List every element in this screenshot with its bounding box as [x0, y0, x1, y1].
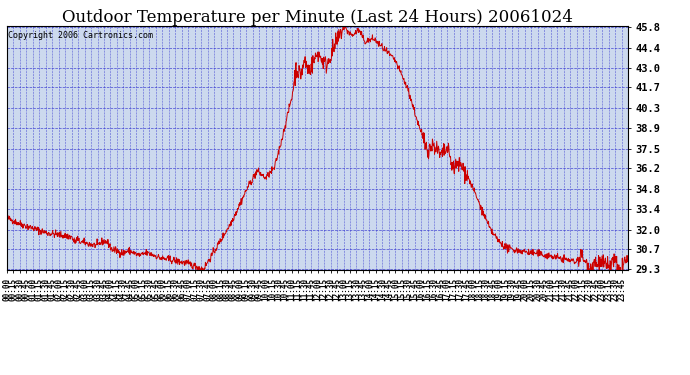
Title: Outdoor Temperature per Minute (Last 24 Hours) 20061024: Outdoor Temperature per Minute (Last 24 … [62, 9, 573, 26]
Text: Copyright 2006 Cartronics.com: Copyright 2006 Cartronics.com [8, 31, 153, 40]
